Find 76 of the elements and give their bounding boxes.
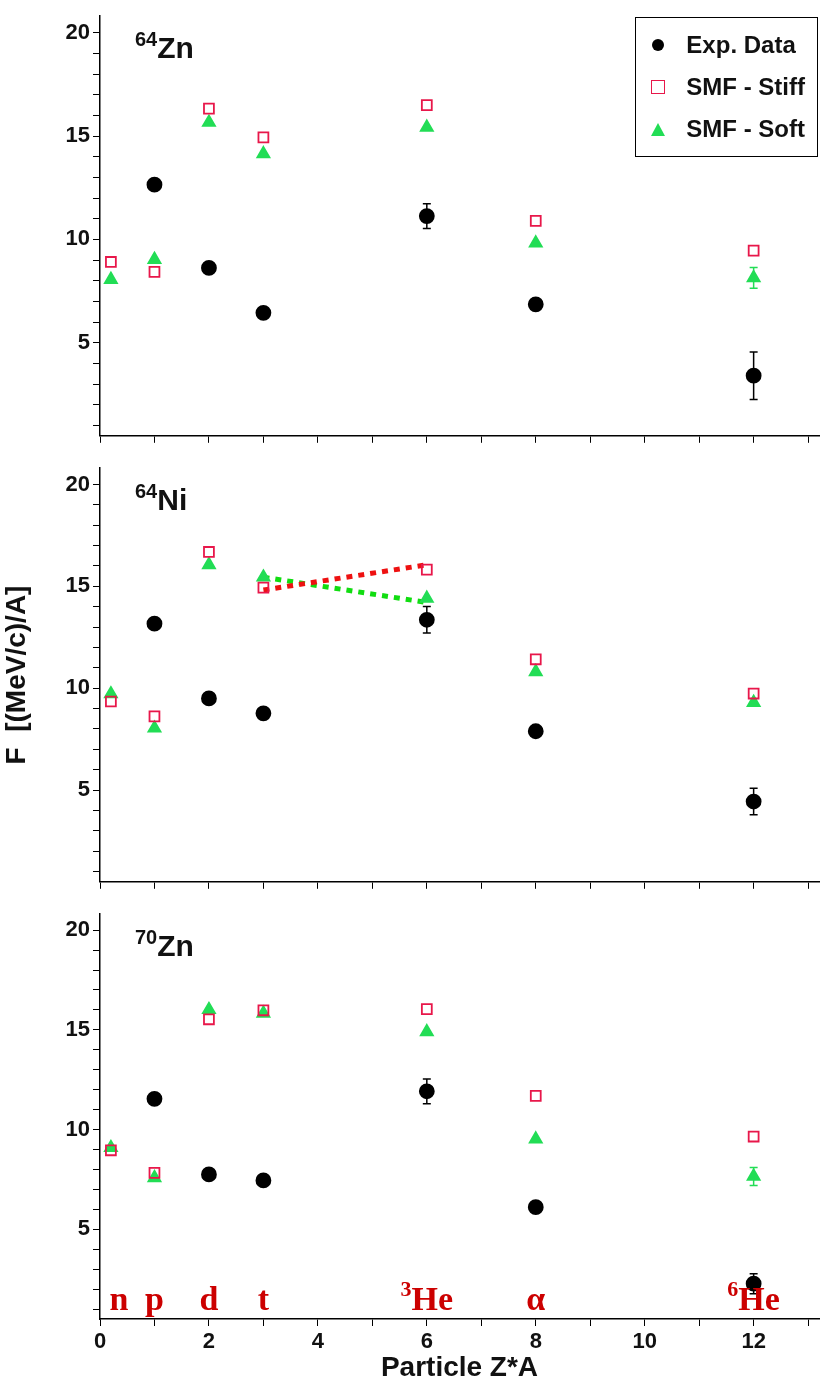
point — [201, 690, 217, 707]
y-tick-label: 5 — [77, 776, 90, 802]
point — [527, 296, 544, 313]
y-axis-title: F [(MeV/c)/A] — [0, 585, 31, 765]
point — [146, 615, 163, 632]
point — [745, 367, 762, 384]
legend-label: SMF - Stiff — [686, 73, 805, 102]
point — [148, 266, 161, 278]
legend-label: Exp. Data — [686, 31, 796, 60]
point — [746, 1168, 761, 1181]
point — [747, 687, 760, 700]
point — [147, 251, 162, 264]
point — [747, 1130, 760, 1143]
point — [528, 663, 543, 677]
point — [255, 1172, 272, 1189]
point — [105, 1144, 117, 1157]
point — [746, 694, 761, 707]
point — [203, 102, 215, 115]
x-tick-label: 4 — [311, 1328, 325, 1354]
y-tick-label: 10 — [65, 225, 90, 251]
point — [146, 1090, 163, 1107]
annotation: α — [526, 1280, 546, 1317]
point — [528, 235, 543, 248]
x-tick-label: 12 — [741, 1328, 766, 1354]
point — [148, 710, 161, 723]
point — [420, 563, 433, 576]
point — [105, 695, 117, 708]
point — [201, 260, 217, 276]
point — [255, 304, 272, 321]
point — [257, 131, 270, 144]
point — [528, 1131, 543, 1144]
point — [529, 1090, 542, 1102]
point — [420, 1003, 433, 1015]
point — [256, 145, 271, 159]
point — [105, 256, 117, 268]
point — [256, 569, 271, 582]
point — [201, 1166, 217, 1183]
y-tick-label: 10 — [65, 674, 90, 700]
point — [529, 214, 542, 227]
point — [419, 119, 434, 132]
y-tick-label: 5 — [77, 1215, 90, 1241]
point — [201, 556, 216, 570]
point — [148, 1166, 161, 1179]
point — [419, 1023, 434, 1037]
point — [420, 99, 433, 111]
point — [255, 705, 272, 722]
point — [203, 546, 215, 558]
point — [529, 653, 542, 666]
y-tick-label: 20 — [65, 470, 90, 496]
y-tick-label: 15 — [65, 1015, 90, 1041]
point — [203, 1013, 215, 1026]
x-tick-label: 10 — [632, 1328, 657, 1354]
point — [201, 114, 216, 127]
y-tick-label: 5 — [77, 328, 90, 354]
point — [103, 271, 118, 284]
y-tick-label: 15 — [65, 572, 90, 598]
x-tick-label: 0 — [93, 1328, 107, 1354]
point — [201, 1001, 216, 1015]
y-tick-label: 10 — [65, 1115, 90, 1141]
annotation: d — [199, 1280, 219, 1317]
point — [257, 581, 270, 594]
point — [527, 1199, 544, 1216]
y-tick-label: 20 — [65, 916, 90, 942]
point — [419, 590, 434, 603]
point — [147, 720, 162, 733]
y-tick-label: 20 — [65, 18, 90, 44]
point — [146, 176, 163, 193]
legend-label: SMF - Soft — [686, 115, 805, 144]
annotation: p — [145, 1280, 164, 1317]
annotation: t — [257, 1280, 270, 1317]
y-tick-label: 15 — [65, 122, 90, 148]
annotation: n — [109, 1280, 129, 1317]
point — [747, 244, 760, 257]
point — [745, 793, 762, 810]
point — [527, 723, 544, 740]
x-tick-label: 2 — [202, 1328, 216, 1354]
